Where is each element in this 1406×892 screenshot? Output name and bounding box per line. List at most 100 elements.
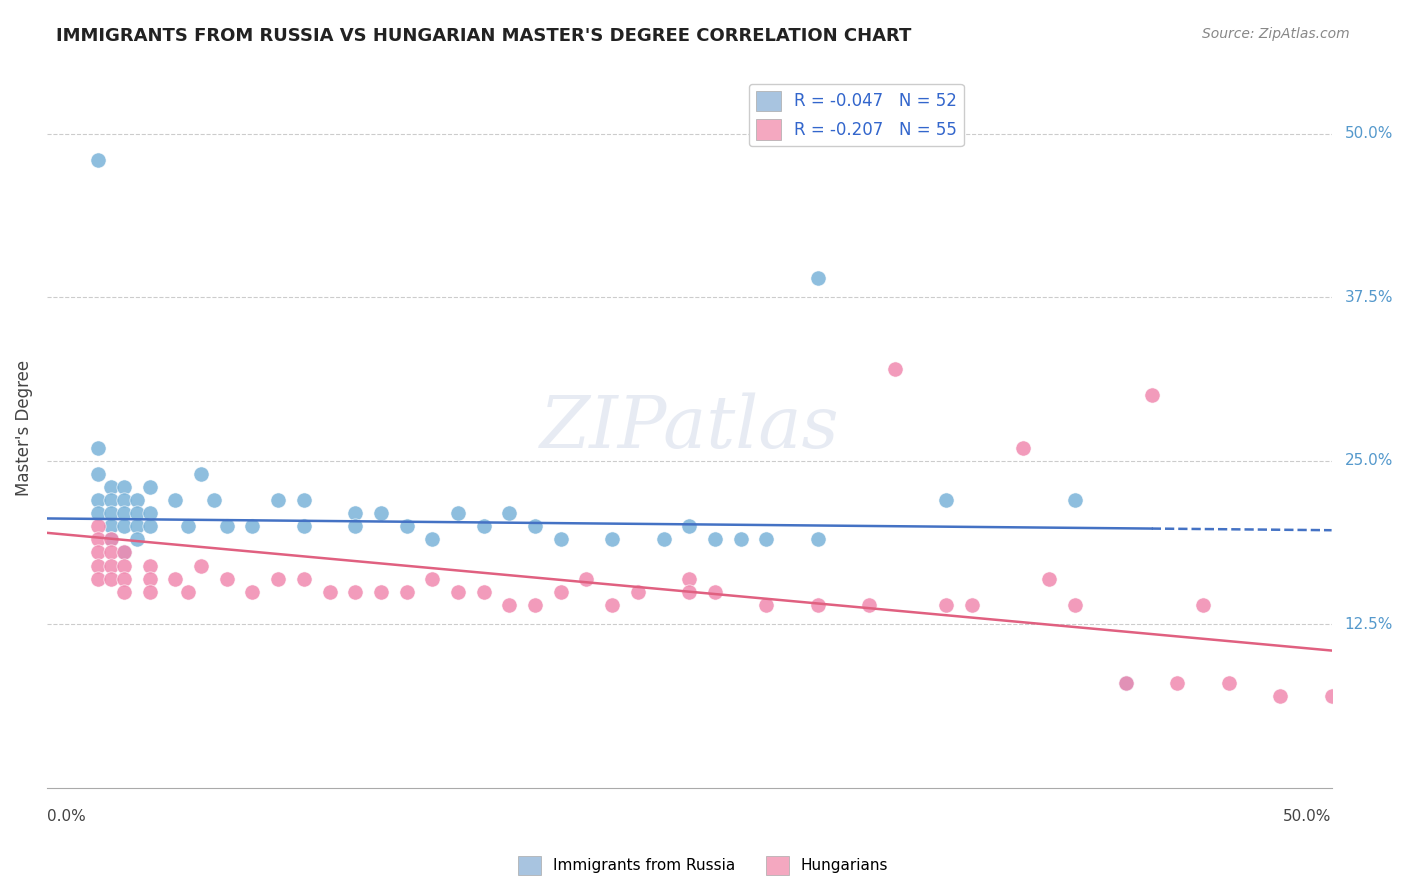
Point (318, 584, 340, 599)
Point (524, 598, 547, 612)
Point (100, 572, 122, 586)
Point (1218, 676, 1240, 690)
Point (125, 506, 148, 520)
Point (87, 572, 110, 586)
Point (960, 598, 983, 612)
Point (267, 493, 290, 508)
Point (165, 493, 187, 508)
Point (138, 572, 160, 586)
Point (87, 467, 110, 481)
Point (883, 362, 905, 376)
Point (627, 584, 650, 599)
Point (125, 533, 148, 547)
Point (87, 493, 110, 508)
Point (165, 572, 187, 586)
Point (1012, 441, 1035, 455)
Point (292, 572, 315, 586)
Text: 50.0%: 50.0% (1284, 809, 1331, 824)
Point (1115, 676, 1137, 690)
Point (112, 572, 135, 586)
Point (100, 545, 122, 559)
Point (498, 506, 520, 520)
Point (100, 533, 122, 547)
Point (370, 584, 392, 599)
Point (935, 598, 957, 612)
Point (858, 598, 880, 612)
Point (447, 506, 470, 520)
Point (1166, 676, 1188, 690)
Point (202, 493, 225, 508)
Point (730, 533, 752, 547)
Point (112, 519, 135, 533)
Point (472, 519, 495, 533)
Point (807, 270, 830, 285)
Point (100, 533, 122, 547)
Point (1063, 493, 1085, 508)
Point (524, 519, 547, 533)
Text: 12.5%: 12.5% (1344, 617, 1393, 632)
Point (550, 584, 572, 599)
Point (1038, 572, 1060, 586)
Point (447, 584, 470, 599)
Point (215, 572, 238, 586)
Point (267, 572, 290, 586)
Point (575, 572, 598, 586)
Point (87, 533, 110, 547)
Point (112, 545, 135, 559)
Point (242, 584, 264, 599)
Point (344, 506, 367, 520)
Point (1192, 598, 1215, 612)
Point (703, 584, 725, 599)
Point (87, 519, 110, 533)
Point (344, 519, 367, 533)
Point (112, 493, 135, 508)
Point (420, 533, 443, 547)
Point (87, 506, 110, 520)
Point (807, 533, 830, 547)
Point (87, 153, 110, 167)
Point (1320, 690, 1343, 704)
Point (600, 533, 623, 547)
Point (395, 584, 418, 599)
Point (125, 519, 148, 533)
Point (125, 493, 148, 508)
Point (755, 598, 778, 612)
Point (112, 506, 135, 520)
Text: 25.0%: 25.0% (1344, 453, 1393, 468)
Point (1063, 598, 1085, 612)
Point (292, 519, 315, 533)
Text: ZIPatlas: ZIPatlas (540, 393, 839, 464)
Legend: Immigrants from Russia, Hungarians: Immigrants from Russia, Hungarians (512, 850, 894, 880)
Point (292, 493, 315, 508)
Point (395, 519, 418, 533)
Point (87, 441, 110, 455)
Point (678, 584, 700, 599)
Point (703, 533, 725, 547)
Text: 50.0%: 50.0% (1344, 127, 1393, 142)
Point (215, 519, 238, 533)
Point (678, 519, 700, 533)
Point (138, 506, 160, 520)
Point (344, 584, 367, 599)
Point (550, 533, 572, 547)
Point (112, 584, 135, 599)
Point (420, 572, 443, 586)
Point (1115, 676, 1137, 690)
Point (100, 558, 122, 573)
Legend: R = -0.047   N = 52, R = -0.207   N = 55: R = -0.047 N = 52, R = -0.207 N = 55 (749, 84, 963, 146)
Point (112, 558, 135, 573)
Point (100, 480, 122, 494)
Point (87, 545, 110, 559)
Text: 0.0%: 0.0% (46, 809, 86, 824)
Point (190, 558, 212, 573)
Point (87, 558, 110, 573)
Point (498, 598, 520, 612)
Point (138, 558, 160, 573)
Point (678, 572, 700, 586)
Text: Source: ZipAtlas.com: Source: ZipAtlas.com (1202, 27, 1350, 41)
Point (100, 519, 122, 533)
Point (600, 598, 623, 612)
Point (138, 584, 160, 599)
Point (177, 584, 200, 599)
Point (138, 480, 160, 494)
